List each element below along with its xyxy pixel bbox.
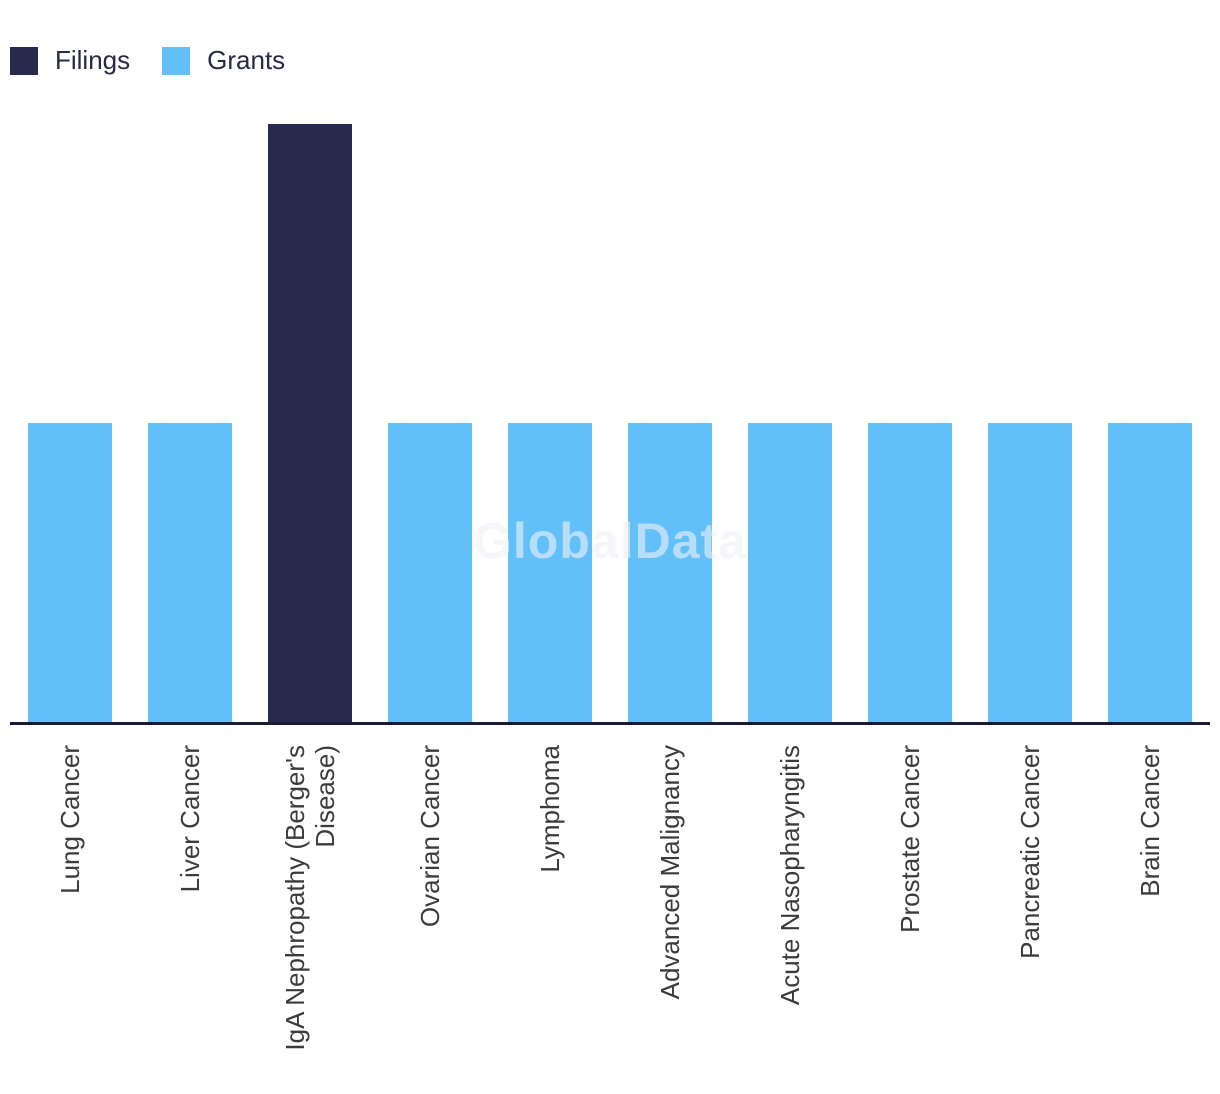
bar-grants [628,423,712,722]
filings-color-swatch [10,46,38,75]
x-axis-label-slot: Pancreatic Cancer [970,725,1090,1090]
x-axis-line [10,722,1210,725]
bar-grants [508,423,592,722]
x-axis-label-slot: Advanced Malignancy [610,725,730,1090]
legend-label-filings: Filings [55,45,131,75]
x-axis-label: Prostate Cancer [895,745,925,933]
x-axis-label-slot: Brain Cancer [1090,725,1210,1090]
bar-grants [1108,423,1192,722]
bar-column [970,124,1090,722]
legend-item-grants[interactable]: Grants [162,45,285,76]
x-axis-label: Advanced Malignancy [655,745,685,1000]
x-axis-label: Brain Cancer [1135,745,1165,897]
x-axis-label: Liver Cancer [175,745,205,893]
x-axis-label: Acute Nasopharyngitis [775,745,805,1006]
bar-column [850,124,970,722]
bar-grants [28,423,112,722]
legend: Filings Grants [10,45,285,76]
x-axis-label-slot: Liver Cancer [130,725,250,1090]
bar-grants [868,423,952,722]
legend-label-grants: Grants [207,45,286,75]
bar-column [250,124,370,722]
legend-item-filings[interactable]: Filings [10,45,130,76]
bar-column [490,124,610,722]
bar-column [1090,124,1210,722]
x-axis-labels: Lung Cancer Liver Cancer IgA Nephropathy (… [10,725,1210,1090]
x-axis-label-slot: Lymphoma [490,725,610,1090]
x-axis-label-slot: Acute Nasopharyngitis [730,725,850,1090]
x-axis-label: IgA Nephropathy (Berger's Disease) [280,745,340,1051]
x-axis-label: Ovarian Cancer [415,745,445,928]
x-axis-label-slot: Prostate Cancer [850,725,970,1090]
x-axis-label: Lung Cancer [55,745,85,894]
x-axis-label: Lymphoma [535,745,565,873]
bar-column [130,124,250,722]
x-axis-label-slot: Ovarian Cancer [370,725,490,1090]
bar-column [610,124,730,722]
grants-color-swatch [162,46,191,75]
x-axis-label: Pancreatic Cancer [1015,745,1045,959]
bar-filings [268,124,352,722]
x-axis-label-slot: IgA Nephropathy (Berger's Disease) [250,725,370,1090]
bar-column [730,124,850,722]
bar-grants [388,423,472,722]
bar-chart-plot-area [10,124,1210,722]
bar-grants [988,423,1072,722]
bar-grants [148,423,232,722]
bar-column [370,124,490,722]
bar-column [10,124,130,722]
x-axis-label-slot: Lung Cancer [10,725,130,1090]
bar-grants [748,423,832,722]
